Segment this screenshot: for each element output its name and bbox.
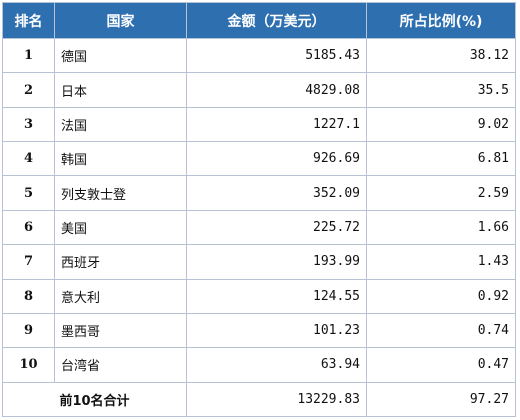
table-row: 10 台湾省 63.94 0.47 (2, 347, 516, 383)
rank-cell: 10 (2, 347, 55, 383)
total-label-cell: 前10名合计 (2, 381, 187, 418)
header-country: 国家 (54, 2, 187, 39)
total-share-cell: 97.27 (366, 381, 516, 418)
amount-cell: 352.09 (186, 175, 367, 211)
share-cell: 1.43 (366, 244, 516, 280)
rank-cell: 7 (2, 244, 55, 280)
ranking-table-container: 排名 国家 金额（万美元） 所占比例(%) 1 德国 5185.43 38.12… (2, 2, 516, 418)
share-cell: 0.47 (366, 347, 516, 383)
header-share: 所占比例(%) (366, 2, 516, 39)
amount-cell: 63.94 (186, 347, 367, 383)
table-row: 3 法国 1227.1 9.02 (2, 106, 516, 143)
share-cell: 38.12 (366, 37, 516, 74)
country-cell: 日本 (54, 72, 187, 108)
country-cell: 韩国 (54, 141, 187, 177)
country-cell: 意大利 (54, 278, 187, 314)
table-row: 7 西班牙 193.99 1.43 (2, 244, 516, 280)
table-row: 9 墨西哥 101.23 0.74 (2, 312, 516, 349)
ranking-table: 排名 国家 金额（万美元） 所占比例(%) 1 德国 5185.43 38.12… (2, 2, 516, 418)
rank-cell: 9 (2, 312, 55, 349)
amount-cell: 124.55 (186, 278, 367, 314)
share-cell: 1.66 (366, 209, 516, 246)
rank-cell: 8 (2, 278, 55, 314)
country-cell: 德国 (54, 37, 187, 74)
share-cell: 6.81 (366, 141, 516, 177)
table-row: 8 意大利 124.55 0.92 (2, 278, 516, 314)
table-header-row: 排名 国家 金额（万美元） 所占比例(%) (2, 2, 516, 39)
header-amount: 金额（万美元） (186, 2, 367, 39)
country-cell: 列支敦士登 (54, 175, 187, 211)
table-row: 1 德国 5185.43 38.12 (2, 37, 516, 74)
country-cell: 台湾省 (54, 347, 187, 383)
table-row: 5 列支敦士登 352.09 2.59 (2, 175, 516, 211)
share-cell: 0.74 (366, 312, 516, 349)
share-cell: 35.5 (366, 72, 516, 108)
country-cell: 西班牙 (54, 244, 187, 280)
amount-cell: 101.23 (186, 312, 367, 349)
amount-cell: 926.69 (186, 141, 367, 177)
table-total-row: 前10名合计 13229.83 97.27 (2, 381, 516, 418)
table-row: 4 韩国 926.69 6.81 (2, 141, 516, 177)
share-cell: 0.92 (366, 278, 516, 314)
amount-cell: 225.72 (186, 209, 367, 246)
amount-cell: 4829.08 (186, 72, 367, 108)
header-rank: 排名 (2, 2, 55, 39)
rank-cell: 1 (2, 37, 55, 74)
share-cell: 2.59 (366, 175, 516, 211)
table-row: 2 日本 4829.08 35.5 (2, 72, 516, 108)
table-row: 6 美国 225.72 1.66 (2, 209, 516, 246)
country-cell: 法国 (54, 106, 187, 143)
share-cell: 9.02 (366, 106, 516, 143)
total-amount-cell: 13229.83 (186, 381, 367, 418)
country-cell: 墨西哥 (54, 312, 187, 349)
amount-cell: 1227.1 (186, 106, 367, 143)
rank-cell: 6 (2, 209, 55, 246)
rank-cell: 2 (2, 72, 55, 108)
amount-cell: 5185.43 (186, 37, 367, 74)
rank-cell: 4 (2, 141, 55, 177)
country-cell: 美国 (54, 209, 187, 246)
rank-cell: 3 (2, 106, 55, 143)
rank-cell: 5 (2, 175, 55, 211)
amount-cell: 193.99 (186, 244, 367, 280)
